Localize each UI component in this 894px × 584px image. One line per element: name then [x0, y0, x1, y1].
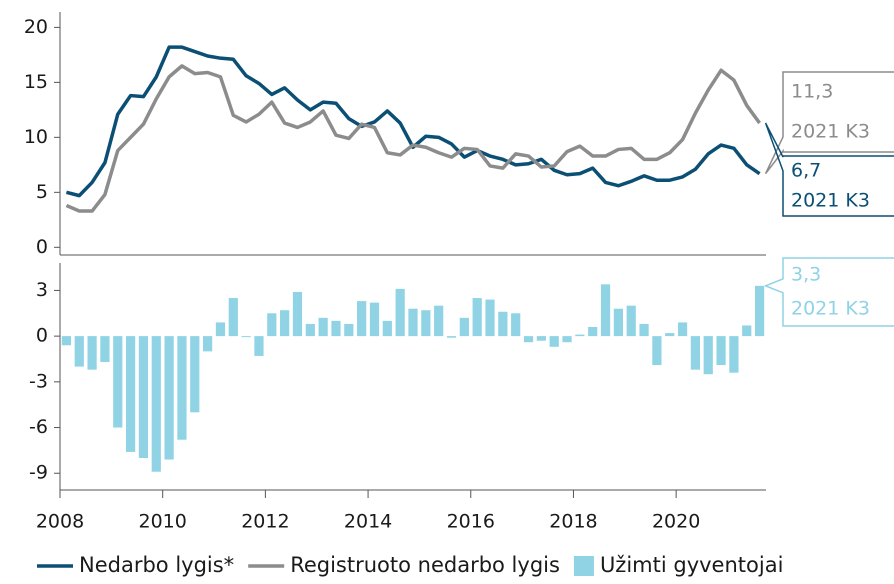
bar [716, 336, 726, 366]
bar [434, 305, 444, 337]
x-tick-label: 2014 [344, 511, 392, 533]
bar [357, 301, 367, 337]
bar [446, 336, 457, 338]
bar [754, 285, 765, 337]
bar [485, 299, 495, 337]
bar [588, 326, 598, 337]
x-tick-label: 2016 [447, 511, 495, 533]
legend-label: Užimti gyventojai [600, 553, 783, 577]
bar [639, 323, 649, 337]
x-tick-label: 2010 [139, 511, 187, 533]
bar [549, 336, 559, 347]
annotation-text: 2021 K3 [791, 121, 870, 143]
bar [395, 288, 405, 337]
bar [164, 336, 174, 460]
bar [498, 311, 508, 337]
bar [600, 284, 611, 337]
bar [344, 323, 354, 337]
bar [421, 310, 431, 337]
bar [729, 336, 739, 373]
legend-label: Nedarbo lygis* [79, 553, 234, 577]
y-tick-label: -6 [29, 416, 48, 438]
bar [87, 336, 97, 370]
bar [61, 336, 72, 346]
bar [126, 336, 136, 452]
bar [241, 336, 251, 338]
bar [369, 302, 380, 337]
y-tick-label: 20 [24, 16, 48, 38]
bar [331, 320, 341, 337]
bar [215, 322, 226, 337]
bar [280, 310, 290, 337]
bar [74, 336, 84, 367]
annotation-text: 2021 K3 [791, 190, 870, 212]
bar [318, 317, 328, 337]
bar [190, 336, 200, 413]
bar [228, 298, 238, 337]
x-tick-label: 2018 [549, 511, 597, 533]
bar [652, 336, 662, 366]
bar [626, 305, 636, 337]
bar [138, 336, 149, 459]
y-tick-label: 0 [36, 236, 48, 258]
annotation-box [763, 257, 894, 327]
x-tick-label: 2020 [652, 511, 700, 533]
bar [472, 298, 482, 337]
bar [613, 308, 623, 337]
y-tick-label: 15 [24, 71, 48, 93]
y-tick-label: 0 [36, 325, 48, 347]
legend-label: Registruoto nedarbo lygis [290, 553, 560, 577]
bar [575, 334, 585, 337]
bar [151, 336, 161, 472]
bar [305, 323, 315, 337]
bar [100, 336, 110, 363]
bar [536, 336, 546, 341]
y-tick-label: -9 [29, 462, 48, 484]
bar [292, 291, 303, 337]
legend-swatch [573, 556, 594, 576]
annotation-text: 2021 K3 [791, 298, 870, 320]
bar [665, 333, 675, 337]
bar [459, 317, 469, 337]
bar [511, 313, 521, 337]
annotation-box [764, 71, 894, 175]
bar [408, 308, 418, 337]
bar [254, 336, 264, 356]
annotation-text: 11,3 [791, 81, 833, 103]
bar [562, 336, 572, 343]
y-tick-label: -3 [29, 370, 48, 392]
bar [267, 313, 277, 337]
bar [382, 320, 392, 337]
bar [177, 336, 187, 440]
line-series [65, 64, 761, 213]
bar [203, 336, 213, 352]
bar [113, 336, 123, 428]
bar [523, 336, 534, 343]
annotation-text: 6,7 [791, 160, 821, 182]
annotation-text: 3,3 [791, 264, 821, 286]
x-tick-label: 2012 [241, 511, 289, 533]
bar [690, 336, 700, 370]
x-tick-label: 2008 [36, 511, 84, 533]
bar [742, 325, 752, 337]
y-tick-label: 5 [36, 181, 48, 203]
line-series [65, 45, 761, 198]
annotation-box [764, 122, 894, 217]
y-tick-label: 3 [36, 279, 48, 301]
bar [703, 336, 713, 375]
y-tick-label: 10 [24, 126, 48, 148]
bar [677, 322, 688, 337]
